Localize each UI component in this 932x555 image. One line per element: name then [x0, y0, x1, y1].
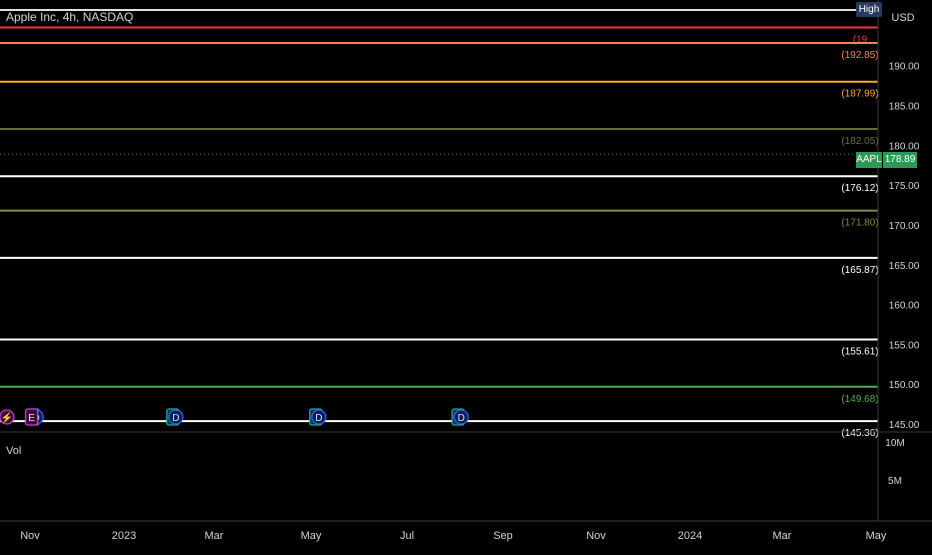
- level-label: (155.61): [841, 347, 878, 358]
- y-tick-label: 180.00: [889, 141, 920, 152]
- last-price-value-tag: 178.89: [883, 152, 917, 168]
- symbol-title[interactable]: Apple Inc, 4h, NASDAQ: [6, 10, 134, 24]
- level-label: (149.68): [841, 394, 878, 405]
- level-label: (145.36): [841, 428, 878, 439]
- x-tick-label: Nov: [586, 530, 606, 542]
- dividend-marker: [168, 409, 184, 425]
- level-label: (176.12): [841, 183, 878, 194]
- dividend-marker-label: D: [172, 413, 179, 424]
- y-tick-label: 185.00: [889, 102, 920, 113]
- y-tick-label: 150.00: [889, 380, 920, 391]
- x-tick-label: Nov: [20, 530, 40, 542]
- high-label: High: [856, 2, 882, 17]
- y-tick-label: 175.00: [889, 181, 920, 192]
- volume-title[interactable]: Vol: [6, 445, 22, 457]
- volume-tick-label: 10M: [885, 438, 904, 449]
- y-tick-label: 190.00: [889, 62, 920, 73]
- x-tick-label: 2023: [112, 530, 136, 542]
- y-tick-label: 170.00: [889, 221, 920, 232]
- y-tick-label: 165.00: [889, 261, 920, 272]
- level-label: (171.80): [841, 218, 878, 229]
- dividend-marker: [311, 409, 327, 425]
- earnings-upcoming-marker: [24, 408, 39, 426]
- event-markers-layer: EDEDEDED⚡E: [0, 408, 469, 426]
- dividend-marker-label: D: [458, 413, 465, 424]
- earnings-upcoming-marker-label: E: [28, 413, 35, 424]
- x-tick-label: Jul: [400, 530, 414, 542]
- level-label: (19: [853, 34, 868, 45]
- y-tick-label: 155.00: [889, 340, 920, 351]
- volume-tick-label: 5M: [888, 476, 902, 487]
- level-label: (187.99): [841, 89, 878, 100]
- level-label: (192.85): [841, 50, 878, 61]
- dividend-marker: [453, 409, 469, 425]
- x-tick-label: Sep: [493, 530, 513, 542]
- horizontal-levels-layer: (19 (192.85) (187.99) (182.05) (176.12) (171.…: [0, 8, 879, 439]
- split-marker: [0, 409, 15, 425]
- last-price-symbol-tag: AAPL: [856, 152, 882, 168]
- level-label: (165.87): [841, 265, 878, 276]
- x-tick-label: May: [301, 530, 322, 542]
- x-tick-label: Mar: [773, 530, 792, 542]
- dividend-marker-label: D: [315, 413, 322, 424]
- y-tick-label: 145.00: [889, 420, 920, 431]
- level-label: (182.05): [841, 136, 878, 147]
- currency-button[interactable]: USD: [891, 12, 915, 24]
- split-marker-label: ⚡: [1, 411, 13, 424]
- x-tick-label: May: [866, 530, 887, 542]
- x-tick-label: 2024: [678, 530, 702, 542]
- y-tick-label: 160.00: [889, 301, 920, 312]
- x-tick-label: Mar: [205, 530, 224, 542]
- axes-layer: 145.00 150.00 155.00 160.00 165.00 170.00 175.…: [0, 0, 932, 542]
